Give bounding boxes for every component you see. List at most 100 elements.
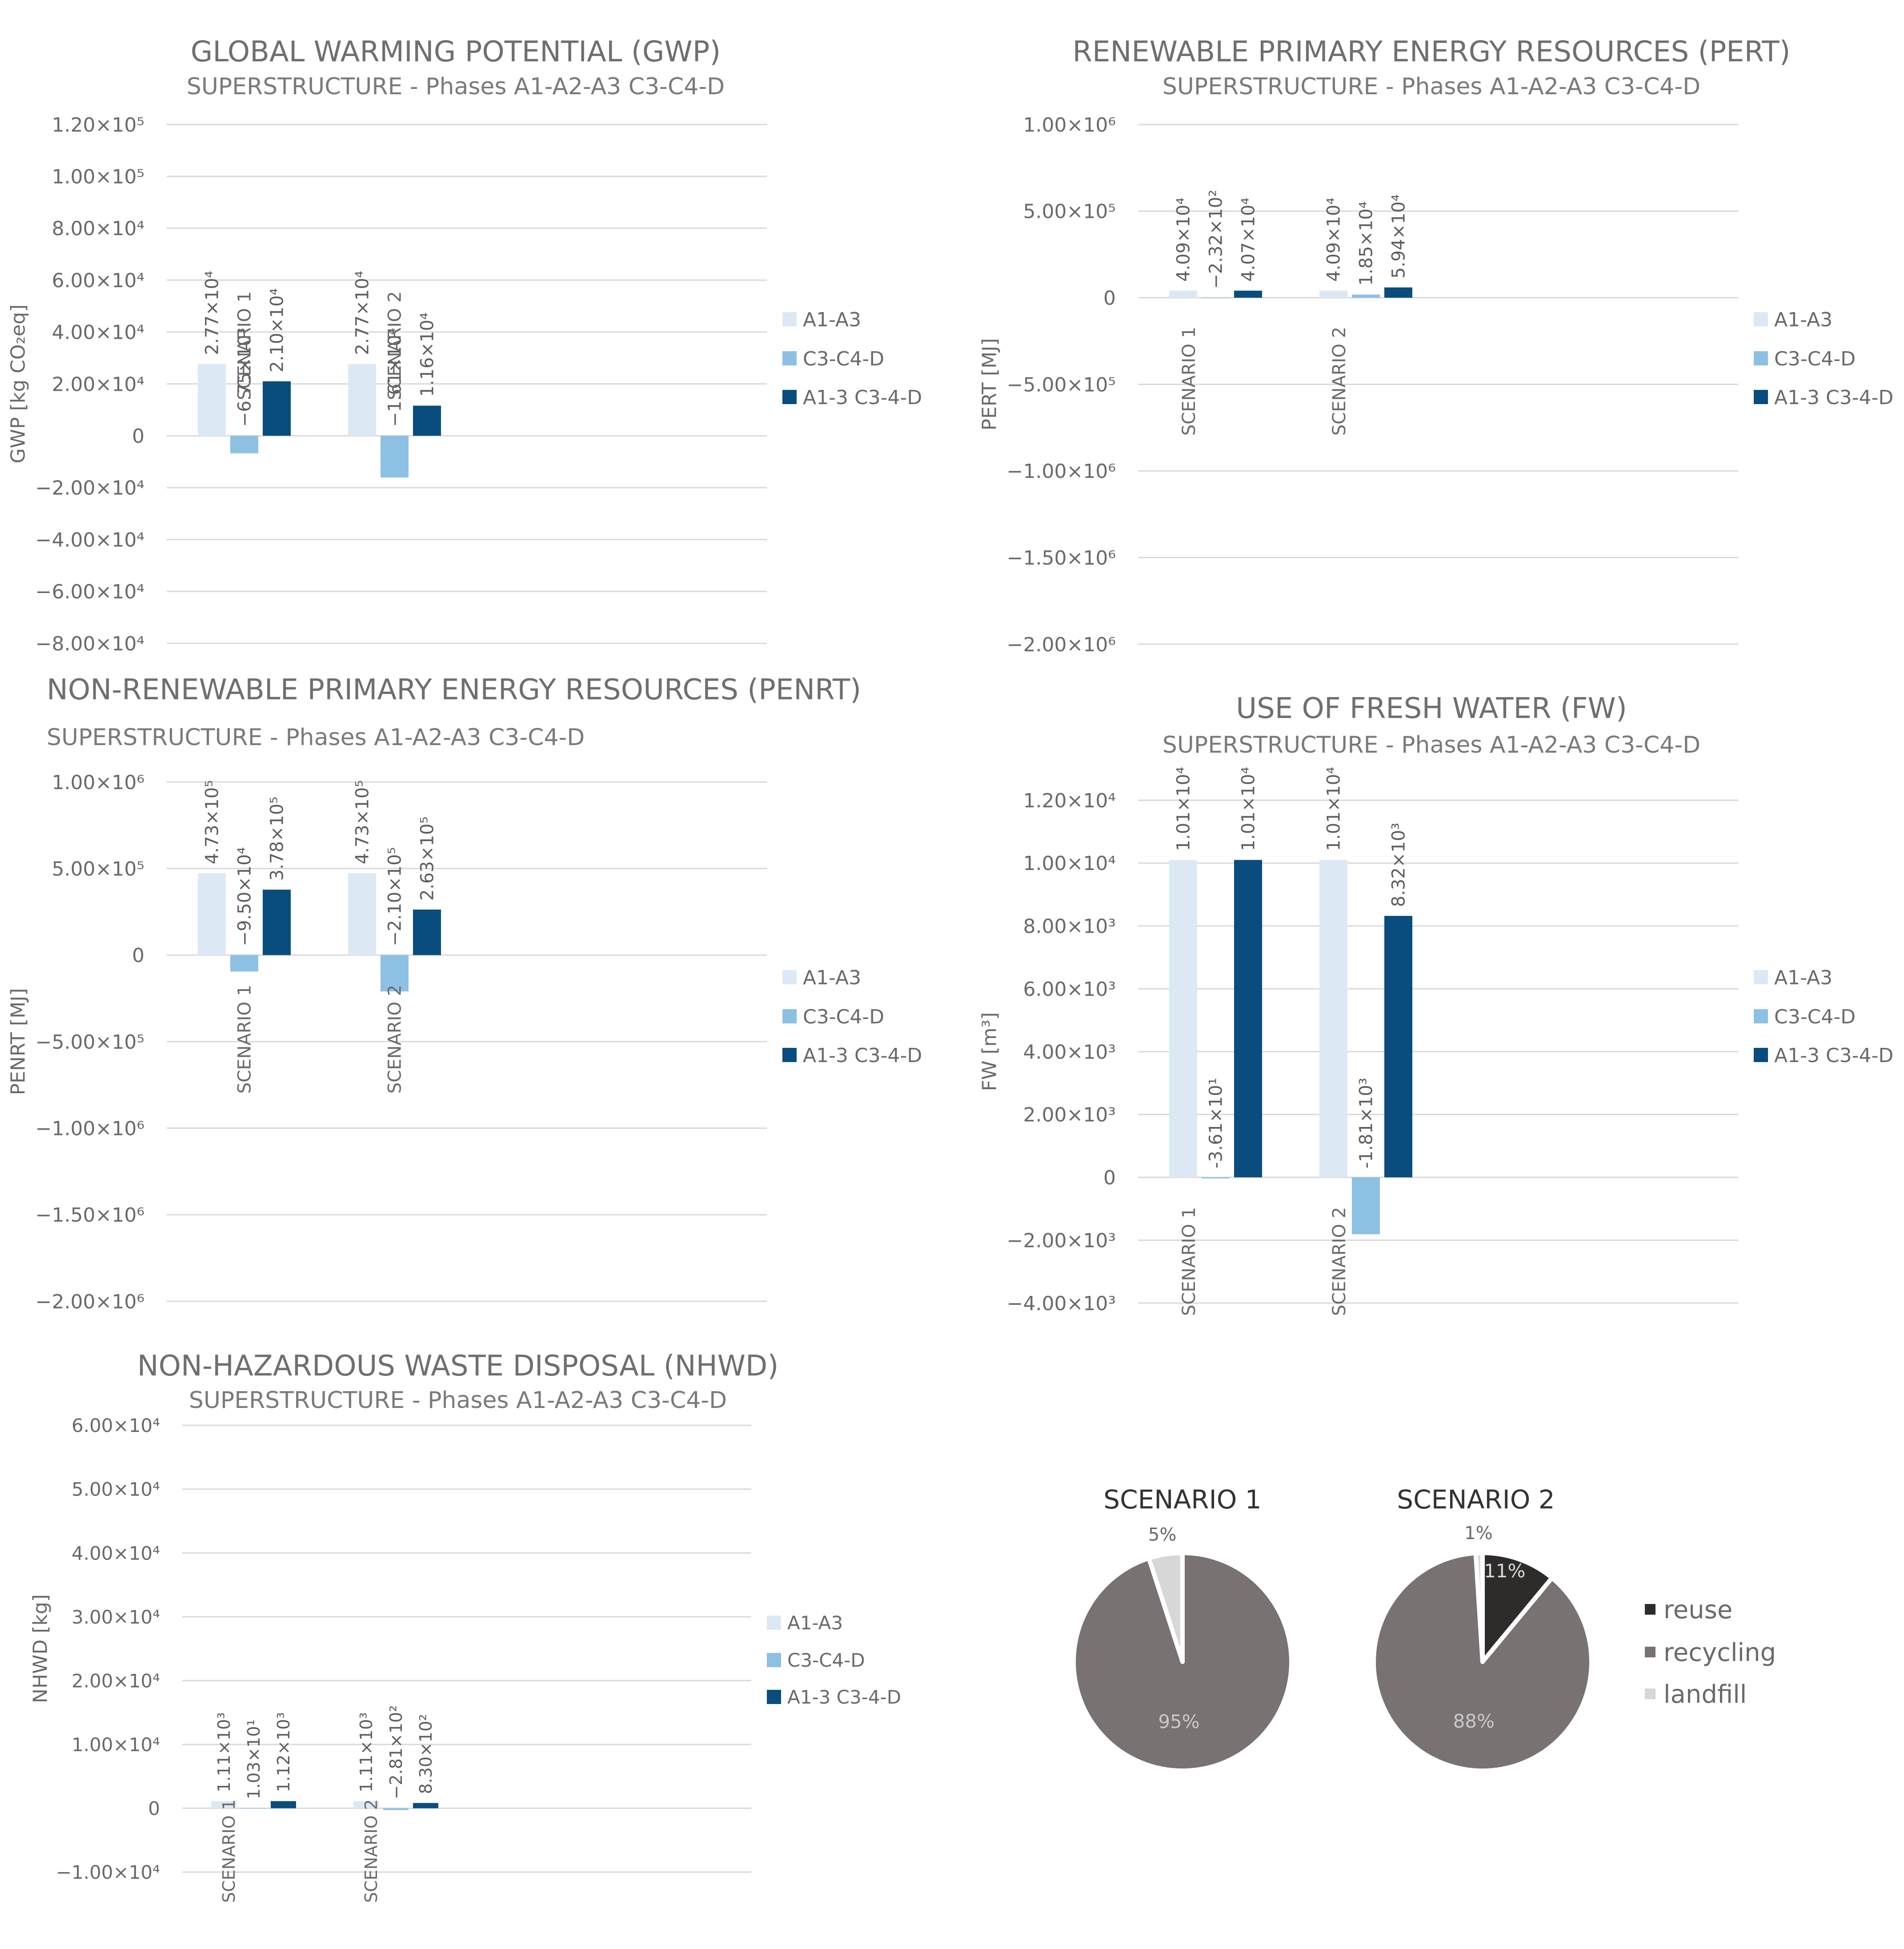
penrt-plot-area: 1.00×10⁶ 5.00×10⁵ 0 −5.00×10⁵ −1.00×10⁶ −1.50…: [7, 771, 922, 1313]
penrt-legend-swatch: [782, 970, 797, 984]
penrt-data-label: −2.10×10⁵: [385, 847, 405, 946]
gwp-plot-area: 1.20×10⁵ 1.00×10⁵ 8.00×10⁴ 6.00×10⁴ 4.00×10⁴…: [7, 114, 922, 655]
nhwd-data-label: 8.30×10²: [416, 1714, 436, 1794]
fw-chart: USE OF FRESH WATER (FW) SUPERSTRUCTURE -…: [978, 692, 1893, 1316]
penrt-data-label: 2.63×10⁵: [417, 816, 438, 901]
pie-1-label-recycling: 95%: [1158, 1711, 1199, 1732]
nhwd-bar-2-3: [413, 1803, 438, 1809]
pert-legend-label: C3-C4-D: [1774, 348, 1856, 370]
nhwd-legend-swatch: [767, 1616, 781, 1630]
fw-data-label: 1.01×10⁴: [1324, 767, 1344, 851]
fw-bar-1-1: [1169, 860, 1197, 1178]
gwp-y-axis-title: GWP [kg CO₂eq]: [7, 305, 29, 464]
gwp-tick-label: 8.00×10⁴: [52, 217, 144, 240]
penrt-legend-label: A1-3 C3-4-D: [803, 1044, 922, 1067]
pert-legend-swatch: [1754, 312, 1768, 326]
fw-tick-label: 4.00×10³: [1023, 1041, 1116, 1063]
nhwd-bar-1-1: [211, 1801, 236, 1809]
fw-plot-area: 1.20×10⁴ 1.00×10⁴ 8.00×10³ 6.00×10³ 4.00×10³…: [978, 767, 1893, 1316]
pie-slices: 5% 95% 11% 88% 1%: [1071, 1523, 1594, 1773]
nhwd-data-label: 1.12×10³: [274, 1712, 293, 1792]
nhwd-data-label: 1.03×10¹: [244, 1719, 264, 1799]
gwp-legend-swatch: [782, 351, 797, 365]
pert-legend-label: A1-3 C3-4-D: [1774, 386, 1893, 409]
penrt-tick-label: 1.00×10⁶: [52, 771, 144, 794]
pert-legend-label: A1-A3: [1774, 309, 1832, 331]
pert-tick-label: 5.00×10⁵: [1023, 201, 1116, 223]
pert-legend-swatch: [1754, 390, 1768, 404]
penrt-y-axis-title: PENRT [MJ]: [7, 988, 29, 1095]
gwp-legend-swatch: [782, 312, 797, 326]
penrt-chart-title: NON-RENEWABLE PRIMARY ENERGY RESOURCES (…: [47, 674, 861, 706]
penrt-tick-label: 5.00×10⁵: [52, 858, 144, 881]
nhwd-tick-label: 1.00×10⁴: [72, 1734, 160, 1756]
nhwd-bar-1-3: [271, 1801, 296, 1809]
pie-legend-swatch-recycling: [1645, 1647, 1655, 1657]
penrt-data-label: 4.73×10⁵: [353, 780, 373, 865]
pert-data-label: 5.94×10⁴: [1389, 194, 1409, 279]
pie-2-slice-reuse: [1480, 1551, 1555, 1664]
pie-1-label-landfill: 5%: [1148, 1525, 1176, 1545]
fw-tick-label: 8.00×10³: [1023, 915, 1116, 938]
gwp-tick-label: 2.00×10⁴: [52, 373, 144, 396]
pie-2-label-recycling: 88%: [1453, 1710, 1495, 1732]
nhwd-data-label: 1.11×10³: [357, 1712, 376, 1792]
fw-bar-1-2: [1202, 1177, 1230, 1179]
gwp-tick-label: 6.00×10⁴: [52, 269, 144, 292]
gwp-tick-label: −2.00×10⁴: [36, 477, 144, 500]
nhwd-legend-label: A1-A3: [787, 1612, 843, 1634]
nhwd-tick-label: 3.00×10⁴: [72, 1606, 160, 1628]
pie-legend-swatch-reuse: [1645, 1604, 1655, 1615]
nhwd-category-label: SCENARIO 1: [219, 1799, 239, 1903]
fw-category-label: SCENARIO 2: [1329, 1207, 1350, 1316]
pert-chart-title: RENEWABLE PRIMARY ENERGY RESOURCES (PERT…: [1073, 36, 1791, 68]
nhwd-bar-1-2: [241, 1808, 266, 1809]
penrt-chart-subtitle: SUPERSTRUCTURE - Phases A1-A2-A3 C3-C4-D: [47, 724, 585, 751]
fw-legend-swatch: [1754, 970, 1768, 984]
penrt-bar-2-3: [413, 909, 441, 955]
gwp-bar-2-3: [413, 405, 441, 436]
fw-tick-label: 2.00×10³: [1023, 1104, 1116, 1127]
nhwd-tick-label: −1.00×10⁴: [56, 1861, 160, 1883]
pert-legend-swatch: [1754, 351, 1768, 365]
pert-bar-1-3: [1234, 290, 1262, 298]
pert-tick-label: −5.00×10⁵: [1007, 373, 1116, 396]
fw-data-label: -3.61×10¹: [1206, 1078, 1227, 1168]
nhwd-bar-2-2: [383, 1808, 409, 1810]
fw-tick-label: 0: [1103, 1167, 1116, 1189]
fw-data-label: 1.01×10⁴: [1174, 767, 1194, 851]
gwp-tick-label: 1.00×10⁵: [52, 166, 144, 188]
pert-tick-label: −2.00×10⁶: [1007, 634, 1116, 656]
gwp-tick-label: 4.00×10⁴: [52, 321, 144, 344]
penrt-legend-label: C3-C4-D: [803, 1006, 884, 1028]
penrt-category-label: SCENARIO 1: [235, 985, 255, 1094]
fw-data-label: -1.81×10³: [1356, 1078, 1377, 1168]
gwp-tick-label: −6.00×10⁴: [36, 581, 144, 603]
pert-tick-label: 1.00×10⁶: [1023, 114, 1116, 136]
gwp-bar-1-1: [198, 364, 226, 436]
pert-bar-2-2: [1352, 294, 1380, 298]
gwp-chart-subtitle: SUPERSTRUCTURE - Phases A1-A2-A3 C3-C4-D: [187, 73, 725, 100]
pie-legend-label-reuse: reuse: [1663, 1596, 1732, 1624]
nhwd-legend-label: A1-3 C3-4-D: [787, 1686, 901, 1708]
pie-legend-label-landfill: landfill: [1663, 1680, 1747, 1709]
gwp-data-label: 2.77×10⁴: [202, 271, 223, 355]
pert-tick-label: 0: [1103, 287, 1116, 310]
gwp-tick-label: −4.00×10⁴: [36, 529, 144, 551]
pert-y-axis-title: PERT [MJ]: [978, 338, 1001, 431]
nhwd-legend-swatch: [767, 1653, 781, 1667]
penrt-tick-label: 0: [132, 944, 144, 967]
fw-tick-label: −4.00×10³: [1007, 1292, 1116, 1315]
nhwd-tick-label: 4.00×10⁴: [72, 1542, 160, 1564]
penrt-legend-swatch: [782, 1009, 797, 1023]
pert-category-label: SCENARIO 1: [1179, 327, 1199, 436]
fw-legend-swatch: [1754, 1009, 1768, 1023]
fw-chart-subtitle: SUPERSTRUCTURE - Phases A1-A2-A3 C3-C4-D: [1162, 732, 1700, 758]
pert-tick-label: −1.00×10⁶: [1007, 460, 1116, 483]
nhwd-legend-swatch: [767, 1690, 781, 1704]
gwp-bar-2-2: [381, 436, 409, 478]
pie-scenario-1-title: SCENARIO 1: [1103, 1484, 1261, 1515]
penrt-chart: NON-RENEWABLE PRIMARY ENERGY RESOURCES (…: [7, 674, 922, 1313]
gwp-data-label: 2.10×10⁴: [267, 288, 288, 373]
pie-1-slice-recycling: [1071, 1551, 1294, 1773]
